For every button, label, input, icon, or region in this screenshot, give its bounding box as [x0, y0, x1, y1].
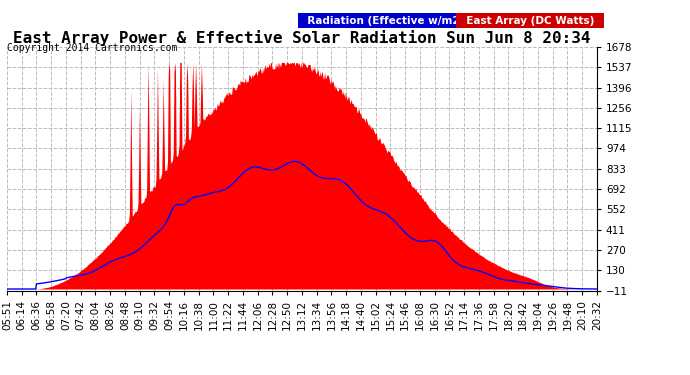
- Text: Copyright 2014 Cartronics.com: Copyright 2014 Cartronics.com: [7, 43, 177, 53]
- Title: East Array Power & Effective Solar Radiation Sun Jun 8 20:34: East Array Power & Effective Solar Radia…: [13, 30, 591, 46]
- Text: East Array (DC Watts): East Array (DC Watts): [459, 16, 602, 26]
- Text: Radiation (Effective w/m2): Radiation (Effective w/m2): [300, 16, 472, 26]
